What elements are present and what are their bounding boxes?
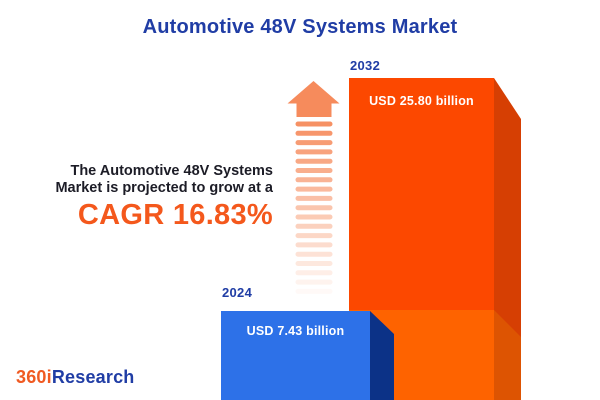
arrow-stripe [295, 251, 333, 257]
arrow-stripe [295, 242, 333, 248]
arrow-stripe [295, 261, 333, 266]
description-text: The Automotive 48V Systems Market is pro… [28, 163, 273, 196]
bar-2024-side [370, 311, 394, 400]
arrow-stripes [295, 121, 333, 294]
year-label-2032: 2032 [350, 58, 381, 73]
bar-2024 [221, 311, 394, 400]
bar-2032-front-upper [349, 78, 494, 310]
arrow-up-icon [287, 81, 340, 117]
year-label-2024: 2024 [222, 285, 253, 300]
growth-arrow [287, 81, 340, 294]
arrow-stripe [295, 130, 333, 136]
description-line2: Market is projected to grow at a [55, 179, 273, 196]
logo-prefix: 360i [16, 367, 52, 387]
arrow-stripe [295, 121, 333, 127]
bar-2032-side-lower [494, 310, 521, 400]
arrow-stripe [295, 205, 333, 211]
arrow-stripe [295, 288, 333, 294]
arrow-stripe [295, 140, 333, 146]
cagr-text: CAGR 16.83% [77, 199, 273, 231]
arrow-stripe [295, 233, 333, 239]
arrow-stripe [295, 214, 333, 220]
bar-2024-front [221, 311, 370, 400]
arrow-stripe [295, 177, 333, 183]
page-title: Automotive 48V Systems Market [142, 16, 458, 38]
description-line1: The Automotive 48V Systems [70, 163, 273, 179]
arrow-stripe [295, 279, 333, 285]
arrow-stripe [295, 168, 333, 173]
arrow-stripe [295, 195, 333, 201]
arrow-stripe [295, 223, 333, 229]
arrow-stripe [295, 158, 333, 164]
arrow-stripe [295, 270, 333, 276]
value-label-2032: USD 25.80 billion [369, 94, 474, 108]
logo-suffix: Research [51, 367, 135, 387]
value-label-2024: USD 7.43 billion [246, 324, 345, 338]
arrow-stripe [295, 149, 333, 155]
arrow-stripe [295, 186, 333, 192]
brand-logo: 360iResearch [16, 367, 135, 388]
